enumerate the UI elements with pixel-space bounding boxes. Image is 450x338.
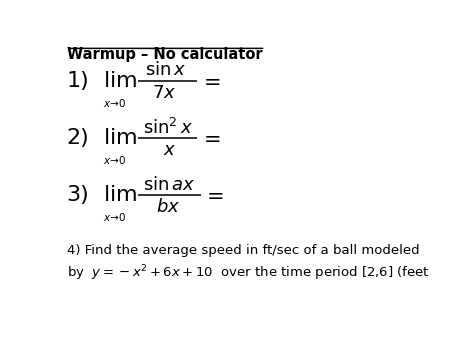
Text: 4) Find the average speed in ft/sec of a ball modeled: 4) Find the average speed in ft/sec of a… bbox=[67, 244, 419, 257]
Text: Warmup – No calculator: Warmup – No calculator bbox=[67, 47, 262, 62]
Text: $\sin ax$: $\sin ax$ bbox=[143, 176, 195, 194]
Text: $bx$: $bx$ bbox=[156, 198, 180, 216]
Text: $=$: $=$ bbox=[199, 71, 220, 91]
Text: 2): 2) bbox=[67, 128, 90, 148]
Text: $\sin^2 x$: $\sin^2 x$ bbox=[144, 118, 194, 138]
Text: $\sin x$: $\sin x$ bbox=[145, 62, 187, 79]
Text: $7x$: $7x$ bbox=[152, 83, 176, 102]
Text: 1): 1) bbox=[67, 71, 90, 91]
Text: $x\!\rightarrow\!0$: $x\!\rightarrow\!0$ bbox=[104, 211, 127, 223]
Text: $\lim$: $\lim$ bbox=[104, 71, 137, 91]
Text: $x$: $x$ bbox=[162, 141, 176, 159]
Text: $=$: $=$ bbox=[202, 186, 224, 206]
Text: $x\!\rightarrow\!0$: $x\!\rightarrow\!0$ bbox=[104, 97, 127, 108]
Text: $\lim$: $\lim$ bbox=[104, 128, 137, 148]
Text: $\lim$: $\lim$ bbox=[104, 186, 137, 206]
Text: by  $y = -x^2 + 6x + 10$  over the time period [2,6] (feet: by $y = -x^2 + 6x + 10$ over the time pe… bbox=[67, 264, 429, 283]
Text: 3): 3) bbox=[67, 186, 90, 206]
Text: $=$: $=$ bbox=[199, 128, 220, 148]
Text: $x\!\rightarrow\!0$: $x\!\rightarrow\!0$ bbox=[104, 154, 127, 166]
